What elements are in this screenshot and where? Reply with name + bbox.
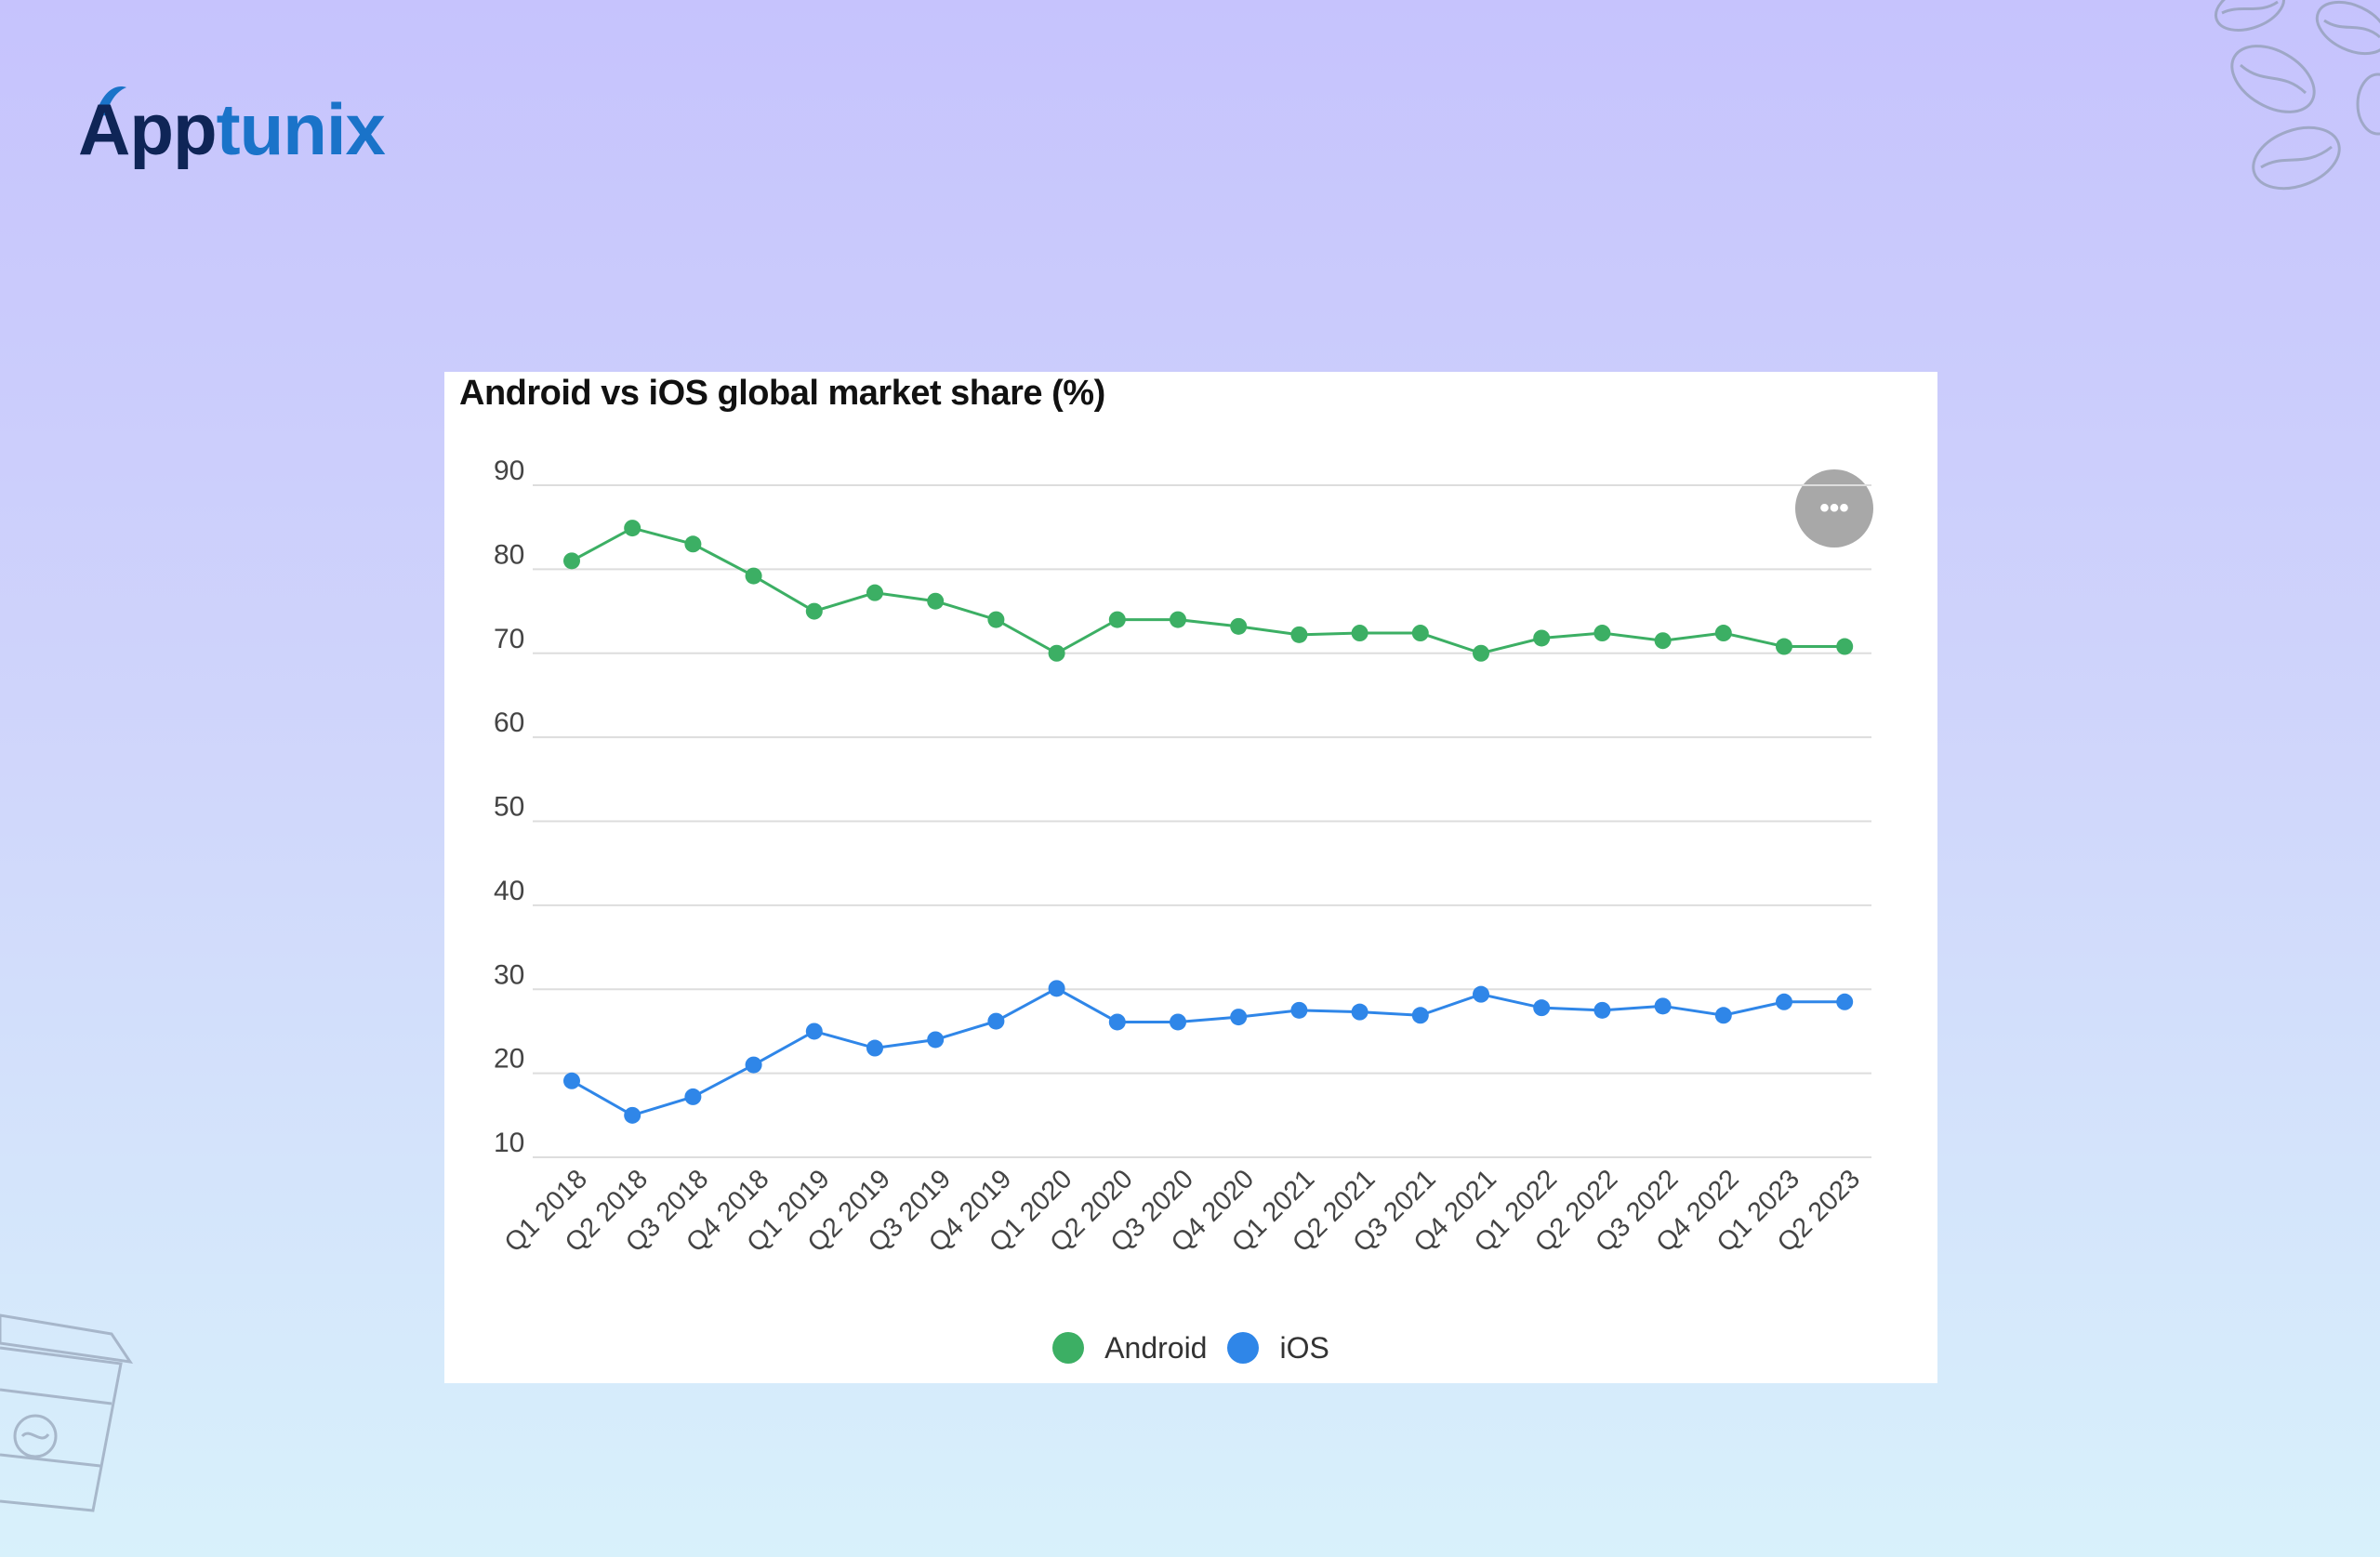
data-point-ios bbox=[1593, 1001, 1611, 1019]
data-point-android bbox=[1290, 626, 1308, 643]
data-point-ios bbox=[927, 1031, 945, 1049]
data-point-ios bbox=[1473, 985, 1489, 1003]
data-point-android bbox=[563, 552, 580, 570]
apptunix-logo-mark bbox=[95, 86, 126, 117]
series-line-ios bbox=[571, 986, 1845, 1117]
legend-item-android[interactable]: Android bbox=[1052, 1331, 1207, 1366]
more-horizontal-icon: ••• bbox=[1819, 493, 1849, 523]
data-point-android bbox=[1714, 625, 1732, 642]
data-point-android bbox=[1170, 611, 1186, 628]
legend-item-ios[interactable]: iOS bbox=[1227, 1331, 1329, 1366]
y-tick-label: 40 bbox=[494, 876, 524, 906]
data-point-ios bbox=[1714, 1007, 1732, 1024]
data-point-ios bbox=[1654, 997, 1672, 1015]
data-point-ios bbox=[866, 1039, 883, 1057]
data-point-ios bbox=[1533, 999, 1551, 1017]
data-point-ios bbox=[624, 1106, 641, 1124]
data-point-android bbox=[987, 611, 1005, 628]
chart-title: Android vs iOS global market share (%) bbox=[459, 374, 1105, 413]
data-point-ios bbox=[1836, 993, 1854, 1010]
legend-label: Android bbox=[1104, 1330, 1208, 1365]
y-tick-label: 30 bbox=[494, 959, 524, 990]
data-point-android bbox=[1230, 617, 1248, 635]
data-point-android bbox=[624, 520, 641, 537]
series-line-android bbox=[571, 526, 1845, 655]
brand-name-part2: tunix bbox=[216, 88, 386, 170]
data-point-ios bbox=[805, 1023, 823, 1040]
y-tick-label: 10 bbox=[494, 1128, 524, 1158]
y-tick-label: 80 bbox=[494, 539, 524, 570]
brand-logo[interactable]: Apptunix bbox=[78, 93, 386, 165]
chart-legend: Android iOS bbox=[444, 1327, 1937, 1368]
data-point-ios bbox=[684, 1088, 702, 1105]
data-point-android bbox=[745, 567, 762, 585]
data-point-ios bbox=[1290, 1001, 1308, 1019]
legend-marker bbox=[1227, 1332, 1260, 1364]
data-point-ios bbox=[563, 1072, 580, 1089]
chart-menu-button[interactable]: ••• bbox=[1795, 469, 1873, 548]
data-point-ios bbox=[1230, 1009, 1248, 1026]
legend-label: iOS bbox=[1279, 1330, 1329, 1365]
data-point-android bbox=[866, 584, 883, 601]
data-point-android bbox=[1593, 625, 1611, 642]
data-point-android bbox=[1411, 625, 1429, 642]
data-point-android bbox=[805, 602, 823, 620]
y-tick-label: 60 bbox=[494, 707, 524, 738]
data-point-ios bbox=[1351, 1003, 1368, 1021]
data-point-android bbox=[684, 535, 702, 553]
data-point-ios bbox=[987, 1012, 1005, 1030]
data-point-ios bbox=[1048, 980, 1065, 997]
y-tick-label: 70 bbox=[494, 624, 524, 654]
data-point-android bbox=[1654, 632, 1672, 650]
y-tick-label: 50 bbox=[494, 792, 524, 823]
data-point-android bbox=[927, 592, 945, 610]
y-tick-label: 90 bbox=[494, 455, 524, 486]
brand-name-part1: App bbox=[78, 88, 218, 170]
data-point-ios bbox=[745, 1056, 762, 1074]
data-point-ios bbox=[1411, 1007, 1429, 1024]
data-point-ios bbox=[1170, 1013, 1186, 1031]
data-point-android bbox=[1048, 644, 1065, 662]
data-point-android bbox=[1776, 638, 1792, 655]
y-tick-label: 20 bbox=[494, 1044, 524, 1075]
legend-marker bbox=[1052, 1332, 1085, 1364]
data-point-ios bbox=[1108, 1013, 1126, 1031]
coffee-beans-icon bbox=[2215, 0, 2380, 191]
data-point-android bbox=[1836, 638, 1854, 655]
data-point-android bbox=[1533, 629, 1551, 647]
coffee-cup-icon bbox=[0, 1313, 134, 1512]
data-point-android bbox=[1351, 625, 1368, 642]
chart-card: Android vs iOS global market share (%) •… bbox=[444, 372, 1937, 1383]
data-point-android bbox=[1473, 644, 1489, 662]
data-point-ios bbox=[1776, 993, 1792, 1010]
data-point-android bbox=[1108, 611, 1126, 628]
